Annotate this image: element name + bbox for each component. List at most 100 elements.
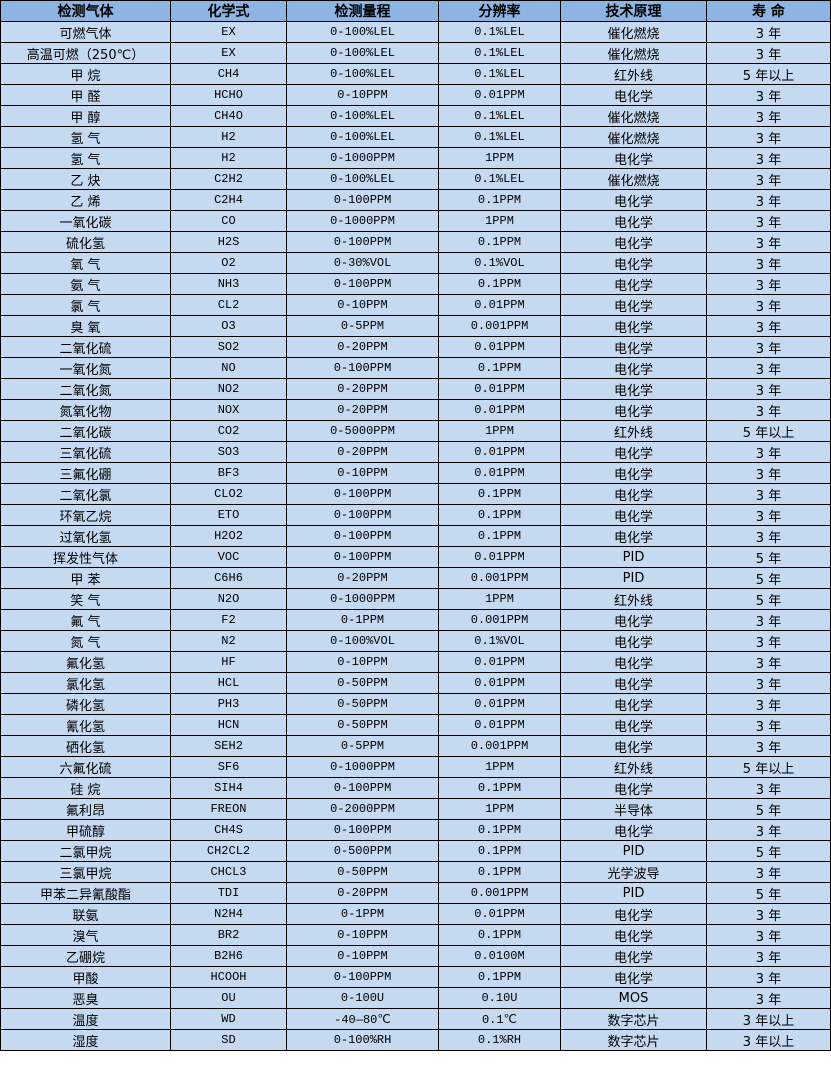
- gas-name-cell: 二氧化碳: [0, 420, 171, 442]
- resolution-cell: 1PPM: [438, 798, 561, 820]
- formula-cell: H2: [170, 147, 287, 169]
- formula-cell: VOC: [170, 546, 287, 568]
- table-row: 甲 苯 C6H6 0-20PPM 0.001PPM PID 5 年: [0, 567, 831, 589]
- lifespan-cell: 5 年: [706, 882, 831, 904]
- table-row: 可燃气体 EX 0-100%LEL 0.1%LEL 催化燃烧 3 年: [0, 21, 831, 43]
- lifespan-cell: 3 年: [706, 483, 831, 505]
- resolution-cell: 0.001PPM: [438, 567, 561, 589]
- resolution-cell: 0.01PPM: [438, 714, 561, 736]
- principle-cell: 电化学: [560, 399, 707, 421]
- principle-cell: MOS: [560, 987, 707, 1009]
- table-row: 氮氧化物 NOX 0-20PPM 0.01PPM 电化学 3 年: [0, 399, 831, 421]
- gas-name-cell: 氯 气: [0, 294, 171, 316]
- resolution-cell: 0.01PPM: [438, 672, 561, 694]
- table-row: 氨 气 NH3 0-100PPM 0.1PPM 电化学 3 年: [0, 273, 831, 295]
- principle-cell: 电化学: [560, 252, 707, 274]
- lifespan-cell: 3 年: [706, 84, 831, 106]
- range-cell: 0-100%LEL: [286, 21, 439, 43]
- formula-cell: TDI: [170, 882, 287, 904]
- resolution-cell: 0.01PPM: [438, 336, 561, 358]
- range-cell: 0-1PPM: [286, 609, 439, 631]
- table-row: 湿度 SD 0-100%RH 0.1%RH 数字芯片 3 年以上: [0, 1029, 831, 1051]
- range-cell: 0-100PPM: [286, 231, 439, 253]
- range-cell: 0-100%RH: [286, 1029, 439, 1051]
- lifespan-cell: 5 年以上: [706, 756, 831, 778]
- resolution-cell: 0.1%RH: [438, 1029, 561, 1051]
- table-row: 甲 烷 CH4 0-100%LEL 0.1%LEL 红外线 5 年以上: [0, 63, 831, 85]
- table-row: 笑 气 N2O 0-1000PPM 1PPM 红外线 5 年: [0, 588, 831, 610]
- formula-cell: HCN: [170, 714, 287, 736]
- resolution-cell: 0.1PPM: [438, 819, 561, 841]
- range-cell: 0-1000PPM: [286, 588, 439, 610]
- gas-name-cell: 氢 气: [0, 147, 171, 169]
- range-cell: 0-10PPM: [286, 651, 439, 673]
- resolution-cell: 0.01PPM: [438, 294, 561, 316]
- principle-cell: 电化学: [560, 672, 707, 694]
- principle-cell: 电化学: [560, 735, 707, 757]
- principle-cell: 催化燃烧: [560, 105, 707, 127]
- principle-cell: 电化学: [560, 651, 707, 673]
- formula-cell: H2: [170, 126, 287, 148]
- resolution-cell: 0.001PPM: [438, 882, 561, 904]
- lifespan-cell: 3 年: [706, 252, 831, 274]
- principle-cell: 电化学: [560, 357, 707, 379]
- gas-name-cell: 硅 烷: [0, 777, 171, 799]
- principle-cell: 红外线: [560, 756, 707, 778]
- formula-cell: HCOOH: [170, 966, 287, 988]
- range-cell: 0-20PPM: [286, 882, 439, 904]
- principle-cell: 红外线: [560, 420, 707, 442]
- lifespan-cell: 3 年: [706, 777, 831, 799]
- table-row: 硅 烷 SIH4 0-100PPM 0.1PPM 电化学 3 年: [0, 777, 831, 799]
- principle-cell: PID: [560, 546, 707, 568]
- gas-name-cell: 氮 气: [0, 630, 171, 652]
- table-row: 挥发性气体 VOC 0-100PPM 0.01PPM PID 5 年: [0, 546, 831, 568]
- formula-cell: HCHO: [170, 84, 287, 106]
- range-cell: 0-5PPM: [286, 735, 439, 757]
- formula-cell: C6H6: [170, 567, 287, 589]
- lifespan-cell: 3 年: [706, 630, 831, 652]
- gas-name-cell: 一氧化碳: [0, 210, 171, 232]
- table-row: 二氧化碳 CO2 0-5000PPM 1PPM 红外线 5 年以上: [0, 420, 831, 442]
- resolution-cell: 0.1PPM: [438, 840, 561, 862]
- lifespan-cell: 3 年: [706, 714, 831, 736]
- header-principle: 技术原理: [560, 0, 707, 22]
- header-formula: 化学式: [170, 0, 287, 22]
- principle-cell: PID: [560, 840, 707, 862]
- gas-name-cell: 甲苯二异氰酸酯: [0, 882, 171, 904]
- principle-cell: 电化学: [560, 693, 707, 715]
- gas-name-cell: 二氯甲烷: [0, 840, 171, 862]
- gas-name-cell: 三氧化硫: [0, 441, 171, 463]
- range-cell: 0-10PPM: [286, 294, 439, 316]
- formula-cell: CH2CL2: [170, 840, 287, 862]
- range-cell: 0-100PPM: [286, 819, 439, 841]
- lifespan-cell: 3 年: [706, 735, 831, 757]
- range-cell: 0-1000PPM: [286, 210, 439, 232]
- range-cell: 0-10PPM: [286, 945, 439, 967]
- gas-name-cell: 甲 烷: [0, 63, 171, 85]
- range-cell: 0-5PPM: [286, 315, 439, 337]
- table-row: 一氧化氮 NO 0-100PPM 0.1PPM 电化学 3 年: [0, 357, 831, 379]
- header-resolution: 分辨率: [438, 0, 561, 22]
- range-cell: 0-2000PPM: [286, 798, 439, 820]
- lifespan-cell: 3 年: [706, 168, 831, 190]
- principle-cell: PID: [560, 882, 707, 904]
- range-cell: 0-100%LEL: [286, 105, 439, 127]
- principle-cell: 电化学: [560, 966, 707, 988]
- lifespan-cell: 3 年: [706, 861, 831, 883]
- lifespan-cell: 3 年: [706, 21, 831, 43]
- resolution-cell: 0.1℃: [438, 1008, 561, 1030]
- table-row: 一氧化碳 CO 0-1000PPM 1PPM 电化学 3 年: [0, 210, 831, 232]
- gas-name-cell: 二氧化氯: [0, 483, 171, 505]
- resolution-cell: 0.1PPM: [438, 966, 561, 988]
- gas-name-cell: 温度: [0, 1008, 171, 1030]
- table-row: 乙硼烷 B2H6 0-10PPM 0.0100M 电化学 3 年: [0, 945, 831, 967]
- range-cell: 0-100PPM: [286, 966, 439, 988]
- formula-cell: SIH4: [170, 777, 287, 799]
- table-row: 联氨 N2H4 0-1PPM 0.01PPM 电化学 3 年: [0, 903, 831, 925]
- table-row: 磷化氢 PH3 0-50PPM 0.01PPM 电化学 3 年: [0, 693, 831, 715]
- header-gas: 检测气体: [0, 0, 171, 22]
- table-row: 氧 气 O2 0-30%VOL 0.1%VOL 电化学 3 年: [0, 252, 831, 274]
- principle-cell: 电化学: [560, 609, 707, 631]
- table-row: 恶臭 OU 0-100U 0.10U MOS 3 年: [0, 987, 831, 1009]
- formula-cell: NOX: [170, 399, 287, 421]
